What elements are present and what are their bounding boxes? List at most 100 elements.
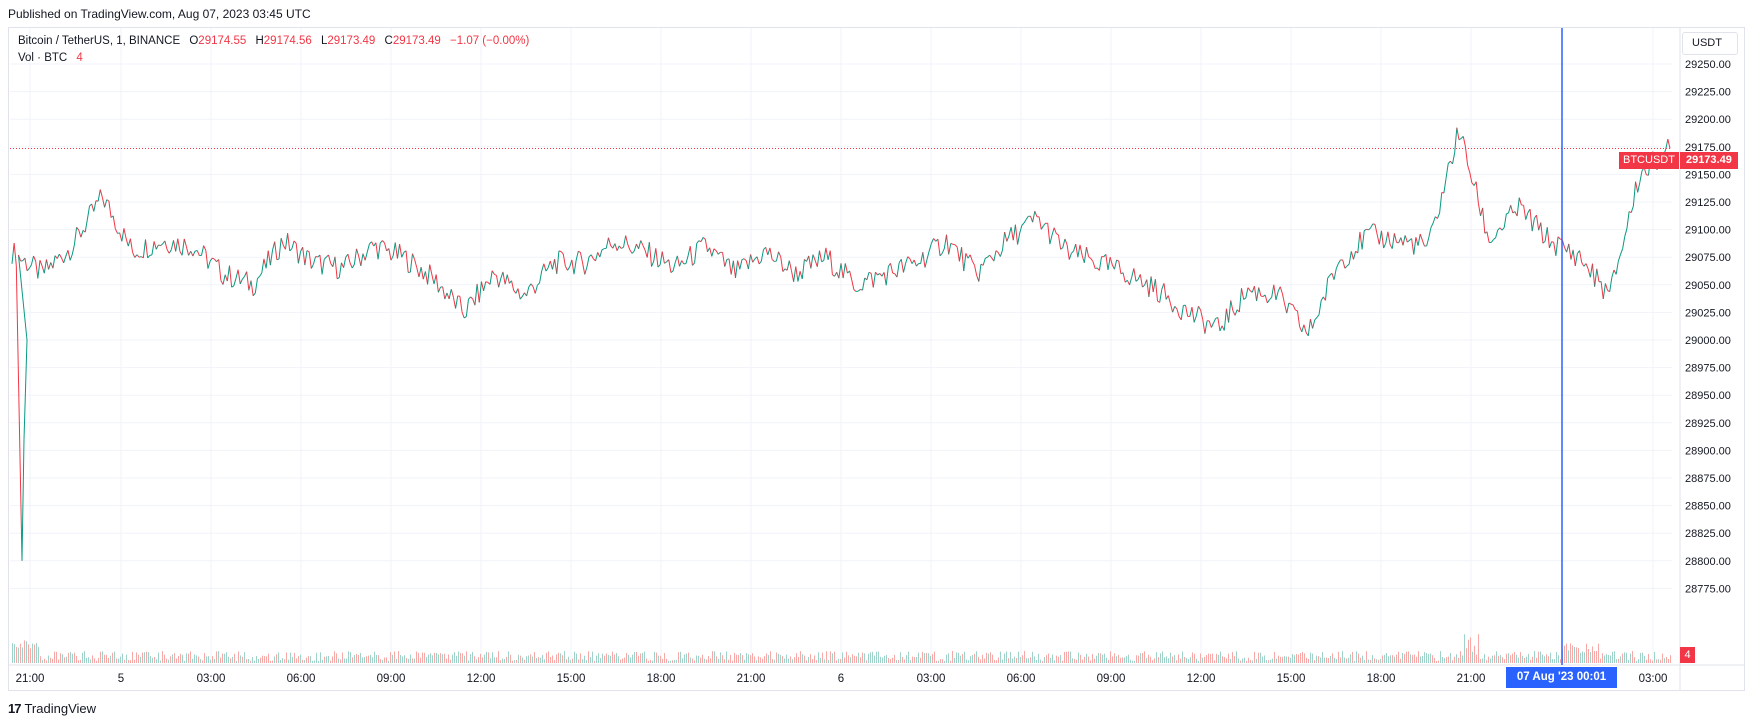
volume-label[interactable]: Vol · BTC [18,52,68,64]
volume-bar [1202,657,1203,663]
volume-bar [1228,653,1229,663]
price-segment [958,247,963,262]
volume-bar [676,659,677,663]
volume-bar [126,654,127,663]
y-tick-label: 29150.00 [1685,169,1731,181]
volume-bar [772,659,773,663]
price-segment [875,271,879,276]
price-segment [26,268,30,272]
x-tick-label: 09:00 [377,673,406,685]
volume-bar [330,660,331,663]
volume-bar [606,653,607,663]
currency-button[interactable]: USDT [1682,32,1738,55]
volume-bar [834,651,835,663]
price-segment [1165,295,1169,300]
price-segment [562,253,566,267]
price-segment [1400,237,1404,246]
price-segment [151,241,155,255]
price-segment [564,265,568,271]
price-segment [1286,302,1290,314]
volume-bar [114,651,115,663]
price-segment [476,283,480,303]
volume-bar [252,657,253,663]
price-segment [616,245,620,251]
volume-bar [1224,656,1225,663]
volume-bar [1446,657,1447,663]
tradingview-logo[interactable]: 17 TradingView [8,701,96,716]
volume-bar [302,659,303,663]
volume-bar [266,656,267,663]
volume-bar [1538,651,1539,663]
volume-bar [1592,646,1593,663]
price-segment [375,242,379,260]
price-segment [1012,224,1016,241]
volume-bar [736,654,737,663]
volume-bar [1104,653,1105,663]
price-segment [635,243,640,250]
price-segment [302,247,306,266]
volume-bar [244,651,245,663]
volume-bar [458,651,459,663]
price-segment [185,246,190,256]
price-segment [1176,308,1180,317]
volume-bar [388,660,389,663]
volume-bar [1132,660,1133,663]
legend-symbol[interactable]: Bitcoin / TetherUS, 1, BINANCE [18,35,181,47]
volume-bar [436,652,437,663]
price-segment [1010,227,1014,241]
volume-bar [454,652,455,663]
price-segment [1146,279,1150,297]
volume-bar [462,653,463,663]
price-segment [149,254,153,256]
volume-bar [1510,655,1511,663]
price-segment [125,238,129,247]
volume-bar [120,656,121,663]
price-segment [91,203,95,212]
price-segment [1068,253,1072,260]
price-segment [1228,300,1232,323]
price-segment [567,266,571,271]
price-segment [879,273,883,277]
volume-bar [506,656,507,663]
volume-bar [268,653,269,663]
volume-bar [690,657,691,663]
volume-bar [944,660,945,663]
volume-bar [230,658,231,663]
volume-bar [294,652,295,663]
volume-bar [124,659,125,663]
price-segment [235,269,239,279]
volume-bar [238,651,239,663]
price-segment [599,249,603,258]
price-segment [661,251,665,264]
price-segment [1361,230,1365,250]
price-segment [1049,235,1053,245]
volume-bar [474,656,475,663]
price-segment [429,264,433,275]
price-segment [1064,238,1068,245]
volume-bar [404,655,405,663]
price-segment [138,256,142,258]
price-segment [1090,258,1094,262]
volume-bar [1070,651,1071,663]
price-segment [1017,233,1021,245]
volume-bar [272,660,273,663]
price-segment [194,249,198,252]
volume-bar [1434,657,1435,663]
volume-bar [130,660,131,663]
x-tick-label: 18:00 [1367,673,1396,685]
volume-bar [806,660,807,663]
price-segment [1495,229,1499,238]
volume-bar [160,660,161,663]
price-segment [943,234,948,249]
price-segment [17,254,22,262]
volume-bar [442,654,443,663]
price-segment [668,259,672,273]
volume-bar [168,659,169,663]
volume-bar [1472,651,1473,663]
volume-bar [1332,653,1333,663]
volume-bar [754,656,755,663]
price-segment [655,248,659,268]
volume-bar [1544,656,1545,663]
price-segment [674,255,678,263]
